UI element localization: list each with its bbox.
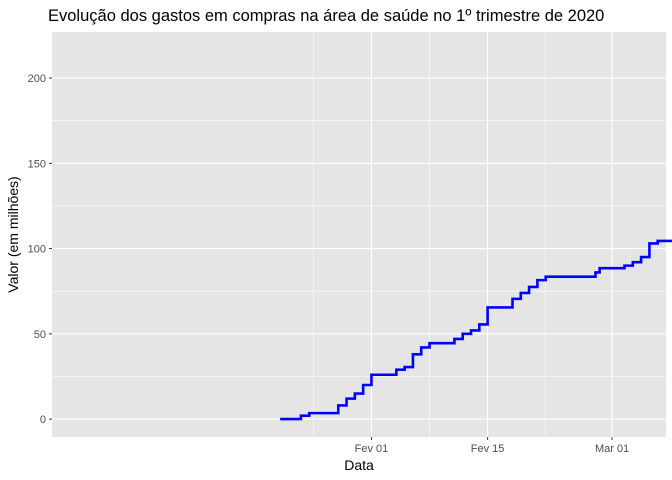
x-axis-title: Data <box>344 457 374 473</box>
minor-gridlines <box>52 32 671 437</box>
y-tick-label: 50 <box>34 329 46 341</box>
y-axis: 0 50 100 150 200 <box>28 73 52 426</box>
series-line <box>280 239 672 421</box>
x-tick-label: Fev 01 <box>355 443 389 455</box>
y-axis-title: Valor (em milhões) <box>5 176 21 292</box>
major-gridlines <box>52 32 666 437</box>
y-tick-label: 200 <box>28 73 46 85</box>
x-tick-label: Fev 15 <box>471 443 505 455</box>
y-tick-label: 100 <box>28 244 46 256</box>
x-tick-label: Mar 01 <box>595 443 629 455</box>
series-layer <box>280 239 672 421</box>
chart-title: Evolução dos gastos em compras na área d… <box>48 7 604 25</box>
plot-panel <box>52 32 666 437</box>
y-tick-label: 150 <box>28 158 46 170</box>
y-tick-label: 0 <box>40 414 46 426</box>
